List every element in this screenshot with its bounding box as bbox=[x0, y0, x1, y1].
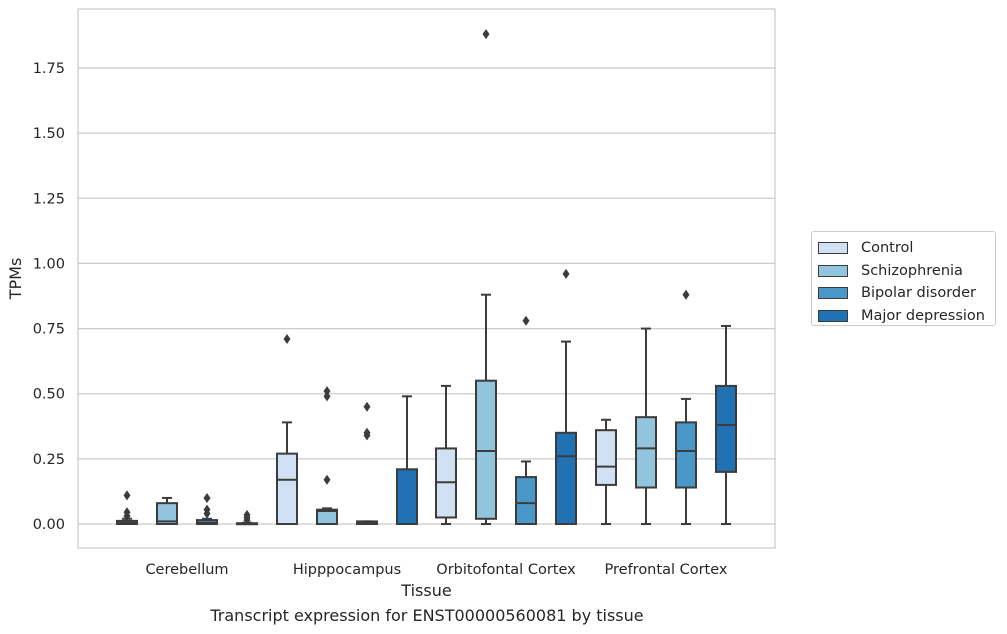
outlier-point bbox=[243, 509, 251, 520]
outlier-point bbox=[123, 507, 131, 518]
box-iqr bbox=[715, 384, 737, 473]
box-iqr bbox=[515, 476, 537, 525]
box-bipolar-disorder-0 bbox=[196, 492, 218, 526]
box-iqr bbox=[396, 468, 418, 525]
x-tick-label: Hipppocampus bbox=[293, 562, 401, 578]
y-tick-label: 0.00 bbox=[33, 517, 65, 533]
y-axis-label: TPMs bbox=[6, 258, 25, 301]
outlier-point bbox=[562, 268, 570, 279]
outlier-point bbox=[123, 490, 131, 501]
chart-caption: Transcript expression for ENST0000056008… bbox=[210, 606, 644, 625]
box-schizophrenia-3 bbox=[635, 327, 657, 525]
y-tick-label: 0.50 bbox=[33, 387, 65, 403]
y-tick-label: 0.25 bbox=[33, 452, 65, 468]
outlier-point bbox=[363, 401, 371, 412]
box-major-depression-2 bbox=[555, 268, 577, 525]
legend-swatch-control bbox=[818, 242, 848, 255]
box-iqr bbox=[316, 508, 338, 526]
box-major-depression-1 bbox=[396, 395, 418, 525]
box-iqr bbox=[276, 452, 298, 526]
box-iqr bbox=[595, 429, 617, 486]
box-control-2 bbox=[435, 384, 457, 525]
legend-item-control: Control bbox=[818, 237, 995, 260]
legend-swatch-bipolar-disorder bbox=[818, 287, 848, 300]
outlier-point bbox=[482, 29, 490, 40]
outlier-point bbox=[363, 427, 371, 438]
box-schizophrenia-2 bbox=[475, 29, 497, 525]
outlier-point bbox=[323, 386, 331, 397]
outlier-point bbox=[323, 474, 331, 485]
y-tick-label: 0.75 bbox=[33, 322, 65, 338]
box-bipolar-disorder-3 bbox=[675, 289, 697, 525]
x-tick-label: Orbitofontal Cortex bbox=[436, 562, 576, 578]
legend-item-bipolar-disorder: Bipolar disorder bbox=[818, 282, 995, 305]
outlier-point bbox=[203, 492, 211, 503]
x-axis-label: Tissue bbox=[400, 581, 451, 600]
box-control-1 bbox=[276, 333, 298, 526]
outlier-point bbox=[522, 315, 530, 326]
y-tick-label: 1.50 bbox=[33, 126, 65, 142]
box-bipolar-disorder-2 bbox=[515, 315, 537, 525]
legend-label-major-depression: Major depression bbox=[861, 307, 985, 324]
box-major-depression-0 bbox=[236, 509, 258, 526]
plot-frame bbox=[77, 8, 776, 549]
box-schizophrenia-1 bbox=[316, 386, 338, 526]
box-schizophrenia-0 bbox=[156, 496, 178, 526]
y-tick-label: 1.75 bbox=[33, 61, 65, 77]
box-control-0 bbox=[116, 490, 138, 526]
legend-label-control: Control bbox=[861, 240, 914, 257]
box-iqr bbox=[156, 502, 178, 526]
legend: Control Schizophrenia Bipolar disorder M… bbox=[811, 231, 996, 326]
outlier-point bbox=[323, 391, 331, 402]
outlier-point bbox=[283, 333, 291, 344]
y-tick-labels: 0.00 0.25 0.50 0.75 1.00 1.25 1.50 1.75 bbox=[33, 61, 65, 533]
y-tick-label: 1.00 bbox=[33, 256, 65, 272]
legend-item-schizophrenia: Schizophrenia bbox=[818, 260, 995, 283]
x-tick-labels: Cerebellum Hipppocampus Orbitofontal Corte… bbox=[145, 562, 727, 578]
outlier-point bbox=[203, 504, 211, 515]
box-iqr bbox=[475, 379, 497, 520]
box-iqr bbox=[635, 416, 657, 489]
gridlines bbox=[78, 67, 775, 525]
box-control-3 bbox=[595, 418, 617, 525]
legend-label-schizophrenia: Schizophrenia bbox=[861, 262, 963, 279]
box-iqr bbox=[675, 421, 697, 489]
box-bipolar-disorder-1 bbox=[356, 401, 378, 526]
outlier-point bbox=[682, 289, 690, 300]
x-tick-label: Cerebellum bbox=[145, 562, 228, 578]
legend-swatch-major-depression bbox=[818, 309, 848, 322]
legend-item-major-depression: Major depression bbox=[818, 305, 995, 328]
box-groups bbox=[116, 29, 737, 526]
y-tick-label: 1.25 bbox=[33, 191, 65, 207]
x-tick-label: Prefrontal Cortex bbox=[605, 562, 728, 578]
box-iqr bbox=[555, 431, 577, 525]
legend-label-bipolar-disorder: Bipolar disorder bbox=[861, 285, 976, 302]
legend-swatch-schizophrenia bbox=[818, 264, 848, 277]
box-major-depression-3 bbox=[715, 324, 737, 525]
